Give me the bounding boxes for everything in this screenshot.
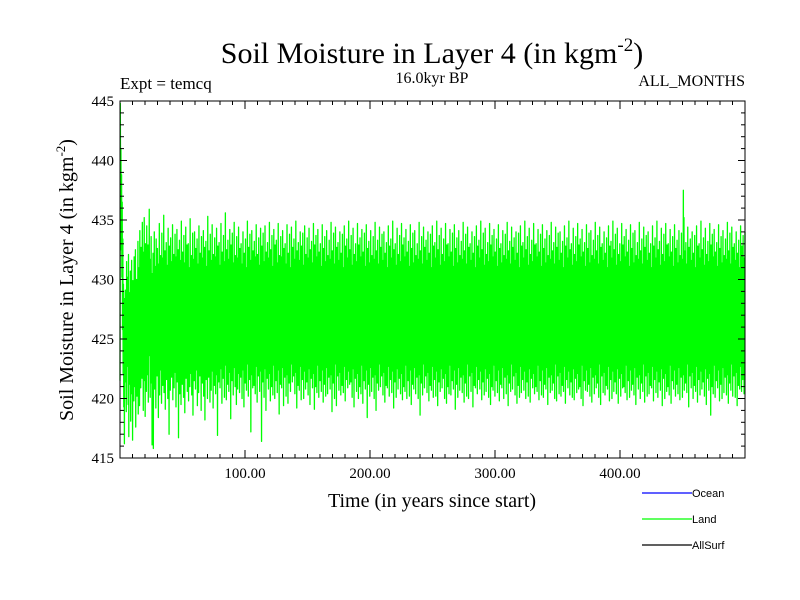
y-tick-label: 415 [92,451,115,467]
y-axis-label-superscript: -2 [53,146,68,157]
x-tick-label: 100.00 [224,466,265,482]
chart-title: Soil Moisture in Layer 4 (in kgm-2) [221,35,643,70]
x-axis-label: Time (in years since start) [328,490,536,512]
experiment-label: Expt = temcq [120,74,212,93]
y-tick-label: 425 [92,332,115,348]
series-line-land [119,102,746,450]
series-layer [119,102,746,450]
chart-title-superscript: -2 [617,35,633,56]
x-tick-label: 200.00 [349,466,390,482]
x-tick-label: 400.00 [599,466,640,482]
y-tick-label: 440 [92,154,115,170]
y-tick-label: 430 [92,273,115,289]
legend: Ocean Land AllSurf [642,488,725,552]
legend-label-allsurf: AllSurf [692,540,725,552]
y-tick-label: 435 [92,213,115,229]
y-axis-label: Soil Moisture in Layer 4 (in kgm-2) [53,139,78,421]
legend-label-land: Land [692,514,716,526]
legend-label-ocean: Ocean [692,488,724,500]
period-label: 16.0kyr BP [396,70,469,87]
months-label: ALL_MONTHS [638,73,745,90]
y-tick-label: 445 [92,94,115,110]
x-tick-label: 300.00 [474,466,515,482]
ticks-layer: 415 420 425 430 435 440 445 100.00 200.00 300.00 4… [92,94,745,482]
y-tick-label: 420 [92,392,115,408]
